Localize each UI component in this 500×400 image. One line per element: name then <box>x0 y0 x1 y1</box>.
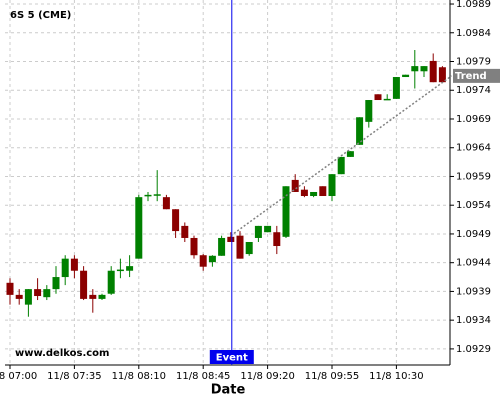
x-tick-label: 11/8 09:20 <box>240 371 294 382</box>
y-tick-label: 1.0969 <box>456 114 491 125</box>
y-tick-label: 1.0974 <box>456 85 491 96</box>
candle-body <box>236 235 244 259</box>
candle-body <box>116 269 124 272</box>
candle-body <box>199 255 207 267</box>
y-tick-label: 1.0949 <box>456 229 491 240</box>
candle-body <box>310 191 318 197</box>
candle-body <box>356 117 364 145</box>
watermark: www.delkos.com <box>15 348 109 359</box>
candle-body <box>282 186 290 237</box>
candle-body <box>107 270 115 294</box>
y-tick-label: 1.0959 <box>456 171 491 182</box>
trend-label: Trend <box>455 71 487 82</box>
candle-body <box>328 174 336 197</box>
candle-body <box>383 98 391 101</box>
candle-body <box>6 282 14 295</box>
candle-body <box>337 156 345 175</box>
candle-body <box>365 100 373 122</box>
event-label: Event <box>216 353 248 364</box>
candle-body <box>172 209 180 232</box>
chart-title: 6S 5 (CME) <box>10 10 71 21</box>
candle-body <box>135 197 143 259</box>
candle-body <box>24 289 32 305</box>
candle-body <box>264 225 272 233</box>
candle-body <box>218 237 226 256</box>
trend-line <box>230 75 453 237</box>
x-tick-label: 11/8 10:30 <box>369 371 423 382</box>
candle-body <box>227 236 235 242</box>
x-tick-label: 11/8 08:10 <box>112 371 166 382</box>
event-label-box <box>209 350 254 364</box>
candle-body <box>144 194 152 197</box>
candle-body <box>80 270 88 299</box>
x-tick-label: 11/8 07:35 <box>47 371 101 382</box>
candle-body <box>319 186 327 197</box>
trend-label-box <box>453 68 500 83</box>
y-tick-label: 1.0964 <box>456 143 491 154</box>
x-tick-label: 11/8 07:00 <box>0 371 37 382</box>
candle-body <box>429 60 437 83</box>
candle-body <box>70 258 78 271</box>
y-tick-label: 1.0979 <box>456 57 491 68</box>
candle-body <box>34 289 42 297</box>
x-tick-label: 11/8 09:55 <box>305 371 359 382</box>
candle-body <box>402 74 410 78</box>
candle-body <box>61 258 69 278</box>
candle-body <box>98 294 106 299</box>
candle-body <box>15 294 23 299</box>
candle-body <box>43 289 51 298</box>
candle-body <box>254 225 262 238</box>
y-tick-label: 1.0939 <box>456 286 491 297</box>
y-tick-label: 1.0954 <box>456 200 491 211</box>
y-tick-label: 1.0989 <box>456 0 491 10</box>
candle-body <box>89 294 97 299</box>
candle-body <box>245 241 253 255</box>
candle-body <box>153 194 161 196</box>
candle-body <box>273 232 281 247</box>
y-tick-label: 1.0944 <box>456 258 491 269</box>
x-tick-label: 11/8 08:45 <box>176 371 230 382</box>
candle-body <box>300 189 308 197</box>
candle-body <box>190 237 198 256</box>
y-tick-label: 1.0934 <box>456 315 491 326</box>
candle-body <box>438 67 446 83</box>
candle-body <box>374 94 382 101</box>
y-tick-label: 1.0984 <box>456 28 491 39</box>
candle-body <box>392 77 400 99</box>
candle-body <box>346 151 354 157</box>
candle-body <box>291 179 299 192</box>
y-tick-label: 1.0929 <box>456 344 491 355</box>
candle-body <box>181 225 189 238</box>
candle-body <box>126 266 134 271</box>
candle-body <box>420 66 428 72</box>
plot-area <box>5 0 450 365</box>
candle-body <box>52 277 60 290</box>
candle-body <box>411 66 419 72</box>
x-axis-title: Date <box>211 383 246 398</box>
candle-body <box>208 255 216 263</box>
candle-body <box>162 197 170 210</box>
